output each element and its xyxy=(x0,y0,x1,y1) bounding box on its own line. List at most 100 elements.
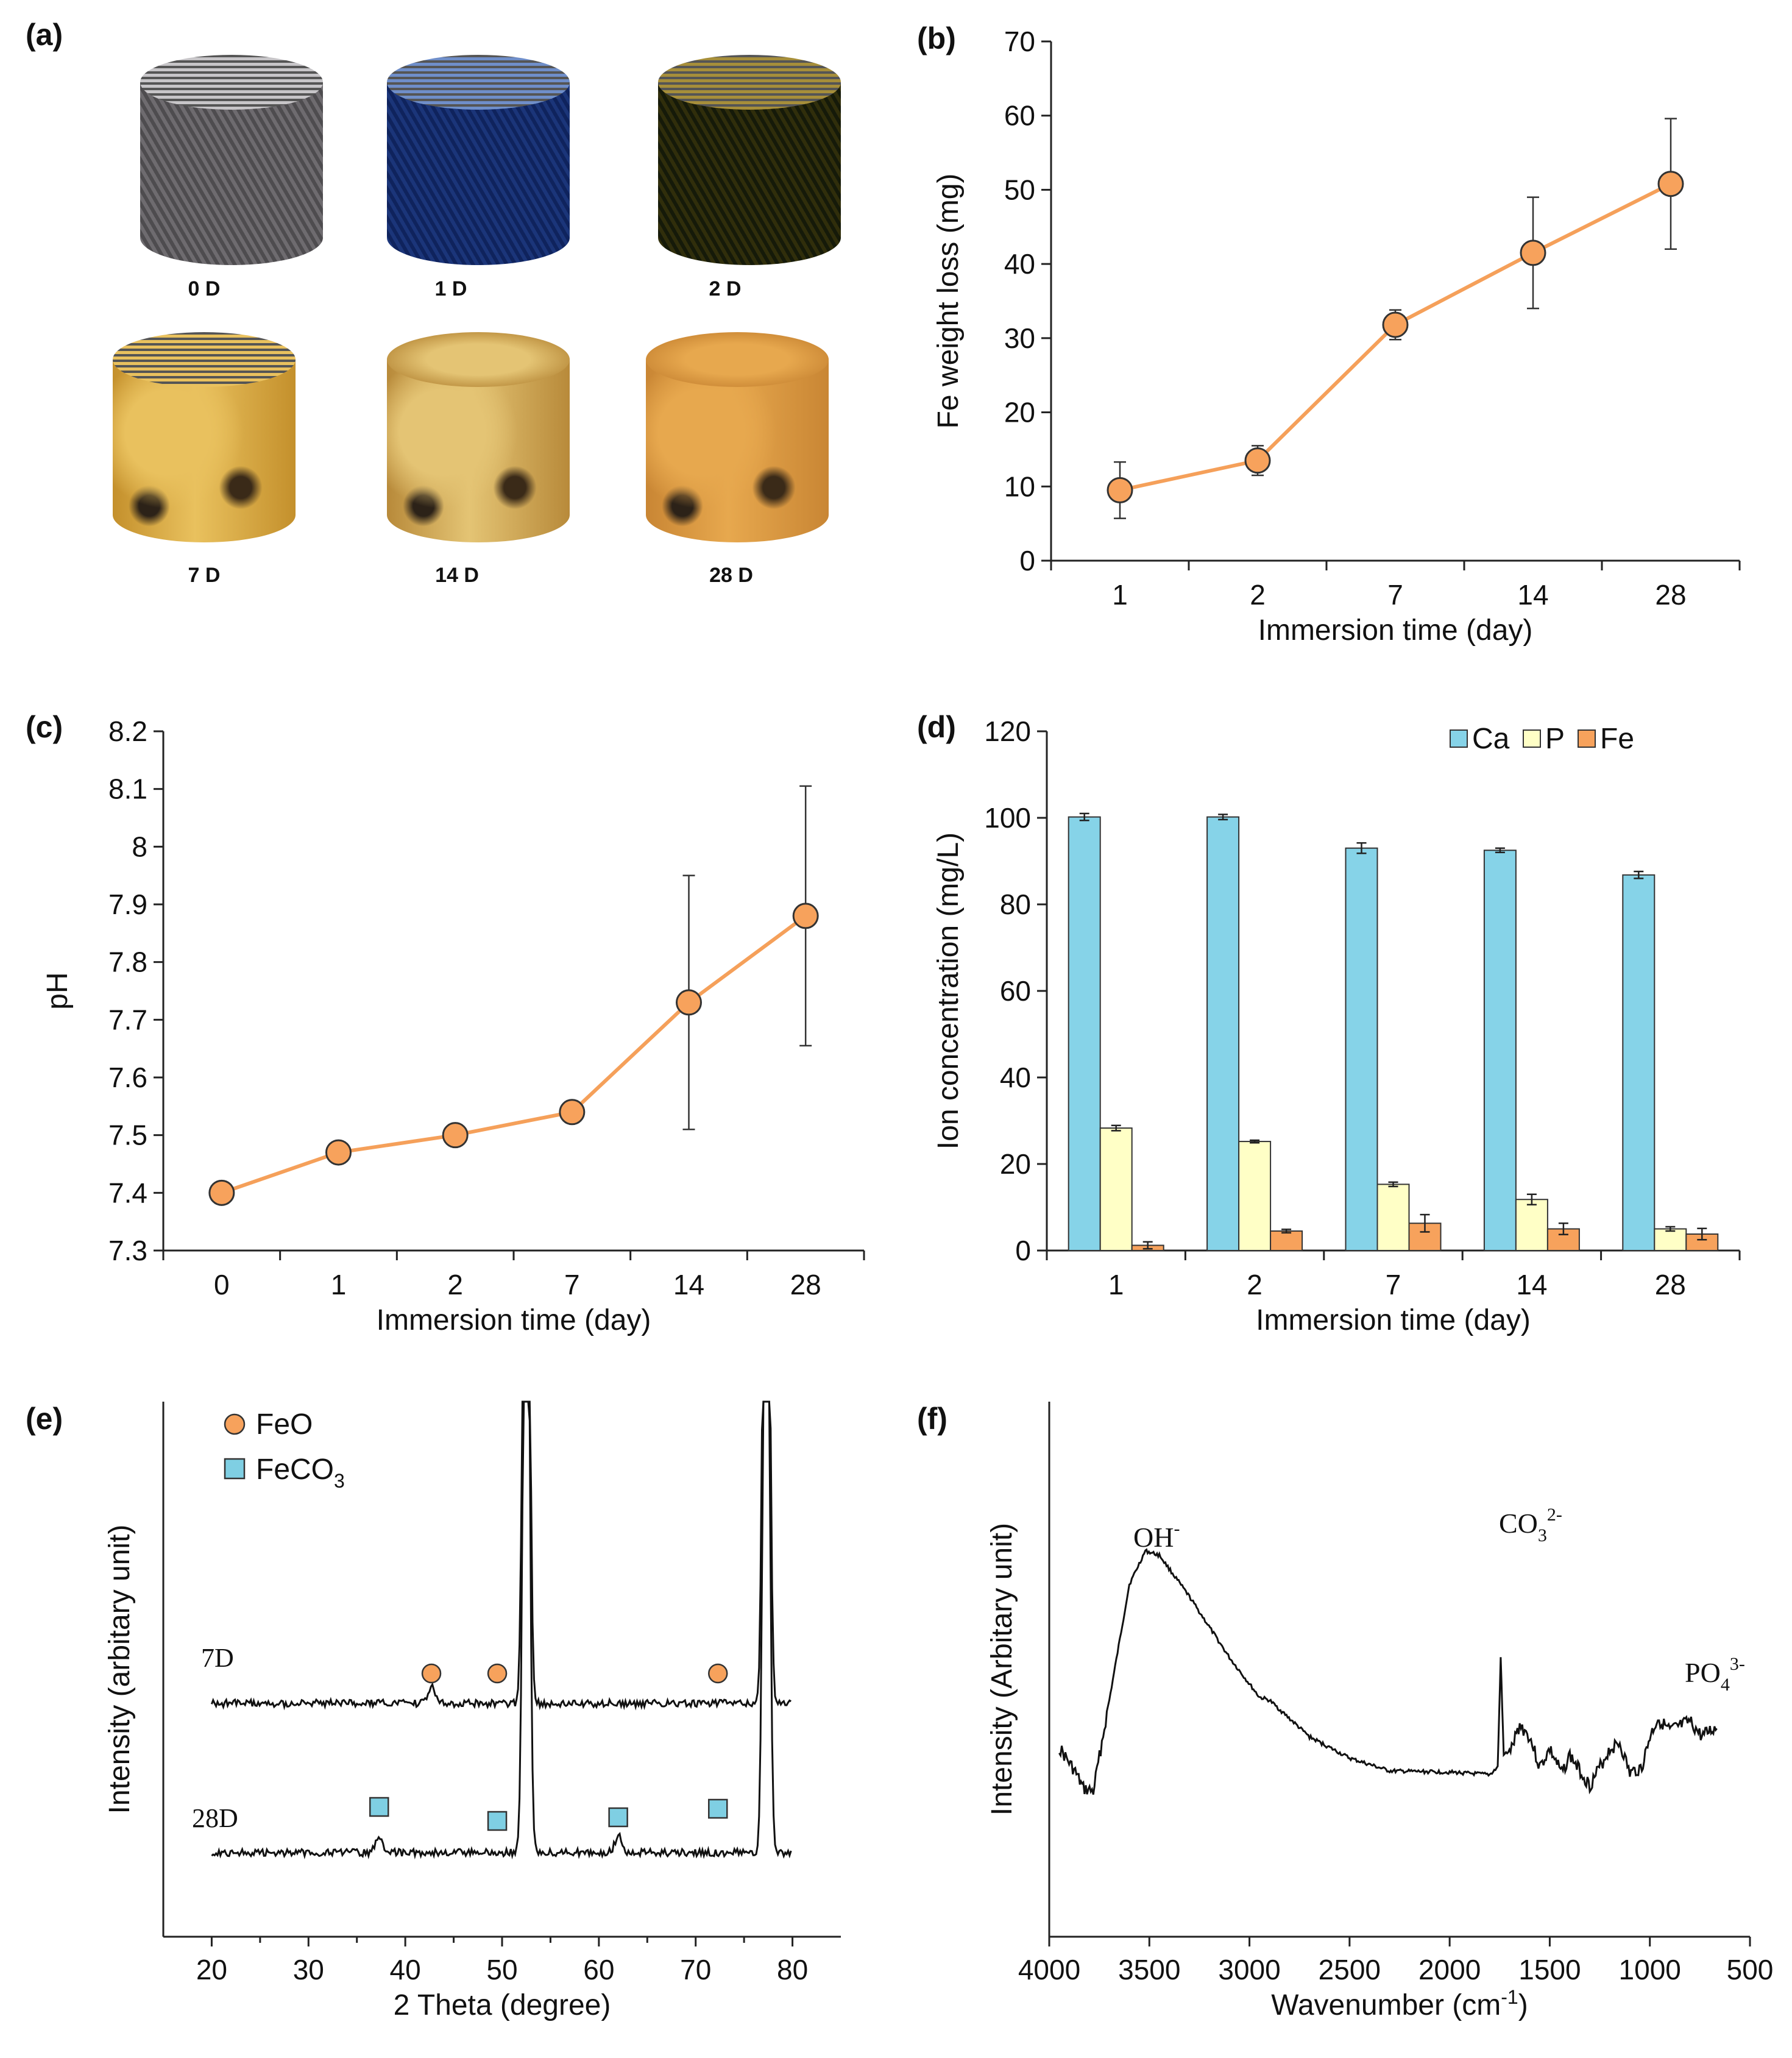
bar-p xyxy=(1099,1127,1133,1251)
bar-p xyxy=(1654,1228,1687,1251)
bar-ca xyxy=(1483,850,1517,1251)
y-axis-label: Fe weight loss (mg) xyxy=(932,174,965,429)
legend-swatch xyxy=(1523,729,1541,748)
bar-fe xyxy=(1270,1230,1303,1252)
data-point xyxy=(1520,240,1546,266)
feo-marker xyxy=(487,1663,508,1684)
sample-photo-2d xyxy=(658,55,841,265)
x-tick-label: 1 xyxy=(1108,1269,1124,1300)
data-point xyxy=(559,1099,586,1126)
y-tick-label: 10 xyxy=(1004,470,1035,502)
x-tick-label: 30 xyxy=(293,1954,324,1985)
data-point xyxy=(1382,311,1409,338)
y-tick-label: 7.5 xyxy=(108,1119,147,1151)
legend-label: Ca xyxy=(1472,723,1510,755)
x-tick-label: 7 xyxy=(564,1269,580,1300)
data-point xyxy=(792,903,819,929)
band-annotation: CO32- xyxy=(1499,1505,1562,1545)
ftir-spectrum xyxy=(1058,1548,1718,1795)
band-annotation: PO43- xyxy=(1685,1654,1745,1695)
legend-feco3-label: FeCO3 xyxy=(256,1453,345,1492)
feo-marker xyxy=(708,1663,728,1684)
panel-label: (b) xyxy=(917,21,956,55)
legend-feo-symbol xyxy=(224,1413,246,1435)
x-tick-label: 3500 xyxy=(1118,1954,1180,1985)
x-tick-label: 2000 xyxy=(1418,1954,1481,1985)
x-tick-label: 60 xyxy=(583,1954,614,1985)
legend-swatch xyxy=(1578,729,1596,748)
cylinder-body xyxy=(113,360,296,542)
y-tick-label: 40 xyxy=(1004,248,1035,280)
panel-label: (c) xyxy=(26,710,63,744)
x-tick-label: 28 xyxy=(1655,579,1686,611)
bar-ca xyxy=(1206,816,1240,1251)
cylinder-body xyxy=(387,82,570,265)
y-tick-label: 7.6 xyxy=(108,1062,147,1093)
superscript: - xyxy=(1174,1519,1180,1539)
panel-b: (b) 0 10 20 30 40 50 60 70 1 2 7 14 28 Immersion time … xyxy=(917,21,1741,647)
y-tick-label: 120 xyxy=(984,715,1031,747)
superscript: 3- xyxy=(1730,1654,1745,1674)
sample-photo-1d xyxy=(387,55,570,265)
y-tick-label: 7.7 xyxy=(108,1004,147,1035)
sample-label: 2 D xyxy=(709,277,742,300)
panel-a-label: (a) xyxy=(26,18,63,52)
y-tick-label: 80 xyxy=(1000,889,1031,920)
y-axis-label: Intensity (Arbitary unit) xyxy=(986,1523,1018,1815)
x-tick-label: 2 xyxy=(447,1269,463,1300)
x-tick-label: 28 xyxy=(1655,1269,1686,1300)
y-tick-label: 7.3 xyxy=(108,1235,147,1266)
y-tick-label: 100 xyxy=(984,802,1031,834)
y-tick-label: 7.8 xyxy=(108,946,147,978)
y-tick-label: 40 xyxy=(1000,1062,1031,1093)
subscript: 4 xyxy=(1721,1675,1730,1695)
sample-photo-7d xyxy=(113,332,296,542)
x-axis-label: Immersion time (day) xyxy=(377,1304,651,1336)
bar-ca xyxy=(1068,816,1101,1251)
x-tick-label: 1 xyxy=(1112,579,1128,611)
x-tick-label: 500 xyxy=(1727,1954,1774,1985)
band-annotation: OH- xyxy=(1133,1519,1180,1553)
xrd-trace-28d xyxy=(211,1400,792,1860)
data-point xyxy=(676,989,702,1016)
y-tick-label: 7.4 xyxy=(108,1177,147,1208)
y-axis-label: Intensity (arbitary unit) xyxy=(104,1525,136,1814)
x-tick-label: 14 xyxy=(673,1269,704,1300)
data-point xyxy=(442,1122,469,1149)
x-tick-label: 2 xyxy=(1250,579,1266,611)
y-tick-label: 8.1 xyxy=(108,773,147,805)
bar-ca xyxy=(1622,874,1656,1251)
legend-feo-label: FeO xyxy=(256,1408,313,1441)
x-tick-label: 14 xyxy=(1517,579,1548,611)
x-tick-label: 70 xyxy=(680,1954,711,1985)
bar-fe xyxy=(1408,1222,1442,1252)
x-tick-label: 3000 xyxy=(1218,1954,1280,1985)
x-axis-label: Wavenumber (cm-1) xyxy=(1271,1986,1528,2021)
y-tick-label: 70 xyxy=(1004,26,1035,57)
feo-marker xyxy=(421,1663,442,1684)
subscript: 3 xyxy=(1538,1525,1547,1545)
x-tick-label: 40 xyxy=(390,1954,421,1985)
legend-feco3-symbol xyxy=(224,1458,246,1480)
x-tick-label: 7 xyxy=(1386,1269,1401,1300)
series-line xyxy=(221,914,807,1195)
x-tick-label: 0 xyxy=(214,1269,230,1300)
feco3-marker xyxy=(369,1797,389,1817)
cylinder-top xyxy=(140,55,323,110)
sample-photo-28d xyxy=(646,332,829,542)
x-tick-label: 7 xyxy=(1387,579,1403,611)
y-axis-label: pH xyxy=(41,972,74,1009)
feco3-marker xyxy=(487,1811,508,1831)
y-tick-label: 60 xyxy=(1000,975,1031,1007)
legend-swatch xyxy=(1450,729,1468,748)
bar-p xyxy=(1238,1141,1272,1251)
x-axis-label: Immersion time (day) xyxy=(1258,614,1533,647)
cylinder-top xyxy=(387,332,570,387)
x-tick-label: 20 xyxy=(196,1954,227,1985)
sample-label: 14 D xyxy=(435,564,479,587)
y-tick-label: 7.9 xyxy=(108,889,147,920)
y-tick-label: 8 xyxy=(132,831,147,862)
sample-photo-14d xyxy=(387,332,570,542)
cylinder-body xyxy=(658,82,841,265)
